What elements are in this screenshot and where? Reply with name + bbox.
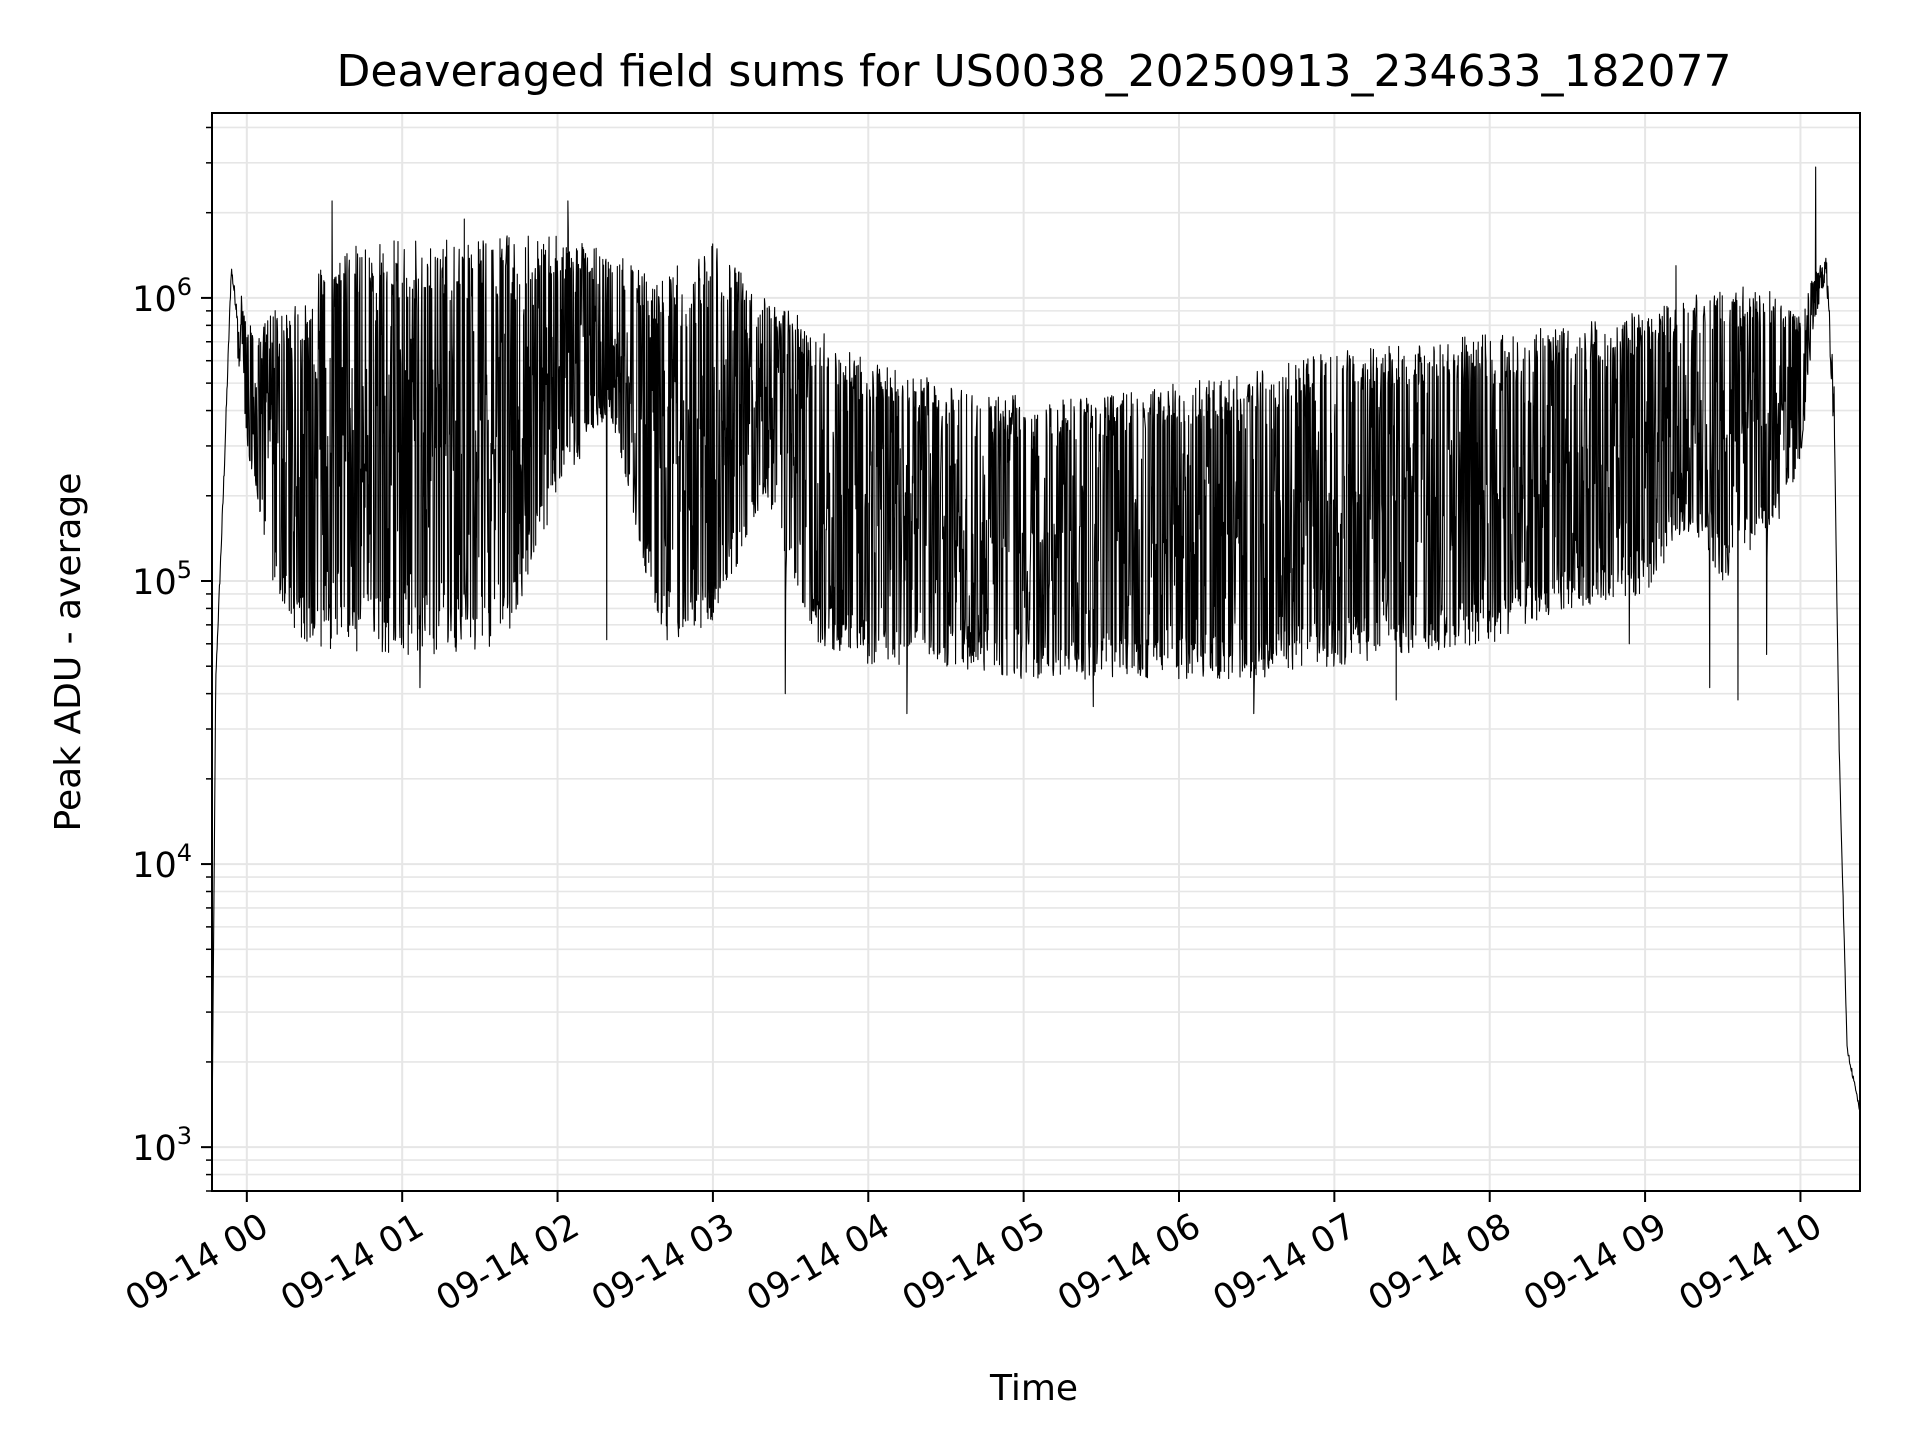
y-axis: 103 104 105 106 — [132, 126, 212, 1192]
x-axis-label: Time — [989, 1368, 1078, 1409]
plot-area — [211, 166, 1861, 1136]
y-tick-label: 103 — [132, 1122, 192, 1169]
data-line — [211, 166, 1861, 1136]
y-tick-label: 105 — [132, 556, 192, 603]
plot-frame — [211, 112, 1861, 1192]
y-axis-label: Peak ADU - average — [48, 473, 89, 832]
chart-title: Deaveraged field sums for US0038_2025091… — [337, 46, 1732, 97]
grid — [212, 113, 1860, 1192]
y-tick-label: 106 — [132, 273, 192, 320]
y-tick-label: 104 — [132, 839, 192, 886]
